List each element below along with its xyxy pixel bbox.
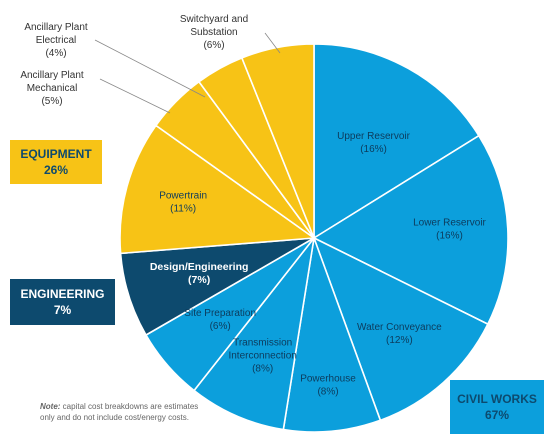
- pie-slice-powerhouse: [282, 234, 382, 433]
- slice-labels: Upper Reservoir (16%) Lower Reservoir (16%)…: [150, 131, 487, 397]
- label-mechanical-line2: Mechanical: [26, 83, 78, 94]
- group-civil-works-name: CIVIL WORKS: [457, 392, 537, 406]
- pie-slices: [119, 43, 509, 433]
- pie-slice-powertrain: [119, 124, 317, 255]
- footnote: Note: capital cost breakdowns are estima…: [40, 401, 205, 423]
- slice-label-line: Powertrain: [159, 190, 207, 201]
- slice-label-water-conveyance: Water Conveyance (12%): [357, 322, 442, 346]
- slice-label-line: Design/Engineering: [150, 261, 249, 273]
- slice-label-upper-reservoir: Upper Reservoir (16%): [337, 131, 410, 155]
- footnote-text: capital cost breakdowns are estimates on…: [40, 402, 199, 422]
- slice-label-lower-reservoir: Lower Reservoir (16%): [413, 217, 486, 241]
- slice-label-line: (8%): [317, 386, 338, 397]
- group-equipment-pct: 26%: [43, 163, 69, 177]
- slice-label-line: (6%): [210, 321, 231, 332]
- slice-label-site-preparation: Site Preparation (6%): [184, 308, 256, 332]
- slice-label-line: (7%): [188, 274, 210, 286]
- group-box-equipment: EQUIPMENT 26%: [10, 140, 102, 184]
- footnote-prefix: Note:: [40, 402, 61, 411]
- slice-label-line: Transmission: [233, 337, 292, 348]
- slice-label-powerhouse: Powerhouse (8%): [300, 373, 356, 397]
- label-switchyard-line2: Substation: [190, 27, 238, 38]
- group-box-engineering: ENGINEERING 7%: [10, 279, 115, 325]
- label-switchyard-line3: (6%): [203, 40, 225, 51]
- leader-lines: [94, 32, 281, 114]
- slice-label-line: Site Preparation: [184, 308, 256, 319]
- slice-label-transmission-interconnection: Transmission Interconnection (8%): [228, 337, 296, 374]
- slice-label-line: (16%): [436, 230, 463, 241]
- label-electrical-line3: (4%): [45, 48, 67, 59]
- slice-label-line: Upper Reservoir: [337, 131, 410, 142]
- pie-slice-water-conveyance: [312, 236, 489, 422]
- slice-label-design-engineering: Design/Engineering (7%): [150, 261, 249, 286]
- label-switchyard-substation: Switchyard and Substation (6%): [158, 13, 270, 52]
- pie-slice-upper-reservoir: [313, 43, 480, 240]
- leader-line-mechanical: [99, 78, 171, 114]
- leader-line-switchyard: [264, 32, 281, 54]
- slice-label-powertrain: Powertrain (11%): [159, 190, 207, 214]
- group-equipment-name: EQUIPMENT: [20, 147, 92, 161]
- slice-label-line: (12%): [386, 335, 413, 346]
- label-electrical-line1: Ancillary Plant: [24, 22, 88, 33]
- label-mechanical-line1: Ancillary Plant: [20, 70, 84, 81]
- group-civil-works-pct: 67%: [484, 408, 510, 422]
- slice-label-line: Water Conveyance: [357, 322, 442, 333]
- pie-slice-lower-reservoir: [312, 134, 509, 326]
- slice-label-line: Lower Reservoir: [413, 217, 486, 228]
- label-ancillary-electrical: Ancillary Plant Electrical (4%): [8, 21, 104, 60]
- label-ancillary-mechanical: Ancillary Plant Mechanical (5%): [4, 69, 100, 108]
- label-electrical-line2: Electrical: [35, 35, 77, 46]
- pie-slice-transmission-interconnection: [192, 235, 316, 431]
- group-box-civil-works: CIVIL WORKS 67%: [450, 380, 544, 434]
- slice-label-line: (16%): [360, 144, 387, 155]
- leader-line-electrical: [94, 39, 206, 98]
- group-engineering-name: ENGINEERING: [20, 287, 105, 301]
- label-mechanical-line3: (5%): [41, 96, 63, 107]
- group-engineering-pct: 7%: [53, 303, 72, 317]
- slice-label-line: Interconnection: [228, 350, 296, 361]
- pie-slice-switchyard-and-substation: [240, 43, 315, 239]
- slice-label-line: (11%): [170, 203, 196, 214]
- label-switchyard-line1: Switchyard and: [179, 14, 249, 25]
- slice-label-line: Powerhouse: [300, 373, 356, 384]
- slice-label-line: (8%): [252, 363, 273, 374]
